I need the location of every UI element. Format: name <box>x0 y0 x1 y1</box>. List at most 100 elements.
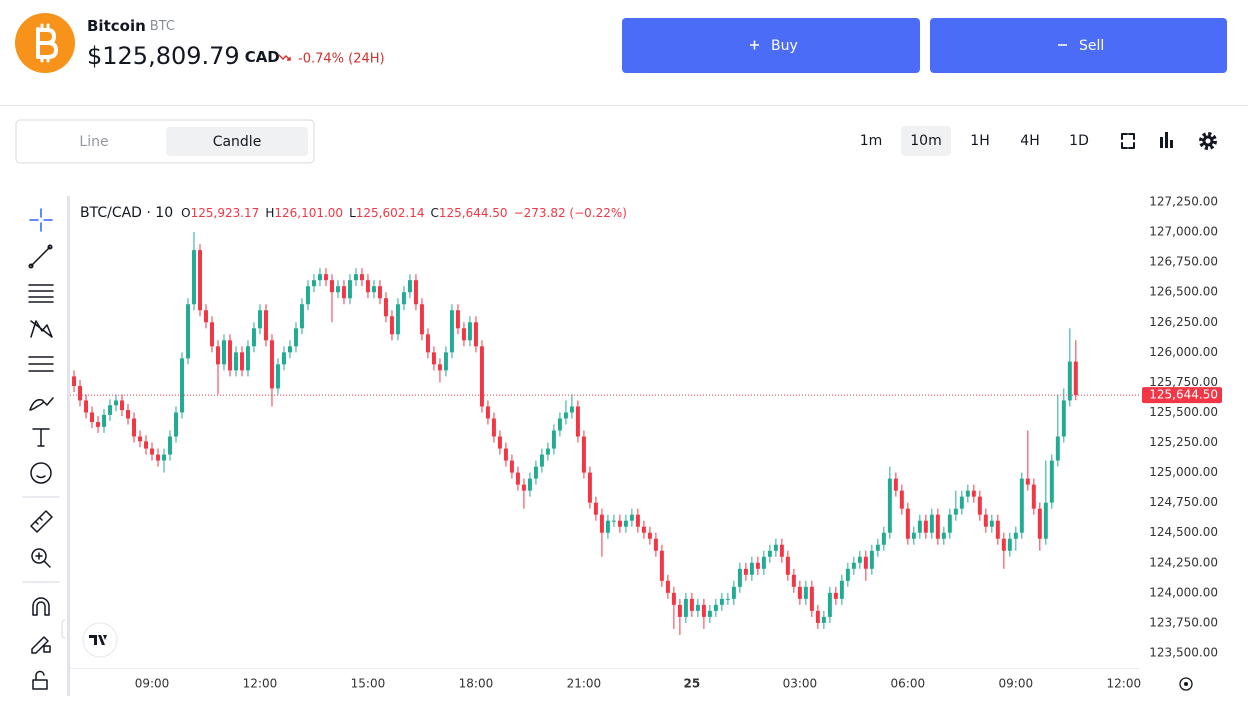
candle-body <box>725 598 730 600</box>
candle-body <box>551 430 556 449</box>
candle-body <box>317 274 322 281</box>
zoom-tool[interactable] <box>31 548 47 564</box>
ohlc-key: O <box>181 206 190 220</box>
axis-settings-icon[interactable] <box>1179 677 1193 691</box>
candle-body <box>461 328 466 341</box>
y-tick-label: 123,750.00 <box>1149 615 1218 629</box>
candle-body <box>491 418 496 437</box>
candle-body <box>515 472 520 485</box>
interval-button[interactable]: 1D <box>1069 133 1089 149</box>
candle-body <box>84 400 88 413</box>
collapse-handle[interactable] <box>61 619 66 639</box>
candle-body <box>108 405 112 415</box>
candle-body <box>665 580 670 593</box>
candle-body <box>246 346 250 371</box>
brush-tool[interactable] <box>29 397 54 411</box>
candle-body <box>713 604 718 611</box>
trendline-tool[interactable] <box>30 246 51 267</box>
candle-body <box>216 346 220 365</box>
price: $125,809.79 <box>87 42 240 70</box>
coin-name: Bitcoin BTC <box>87 17 175 35</box>
interval-button[interactable]: 10m <box>910 133 941 149</box>
candle-body <box>138 436 142 442</box>
candle-body <box>299 304 304 329</box>
emoji-tool[interactable] <box>30 462 52 484</box>
ohlc-key: L <box>349 206 356 220</box>
candle-body <box>395 304 400 335</box>
candle-body <box>821 616 826 623</box>
candle-body <box>425 334 430 353</box>
candle-body <box>935 514 940 539</box>
candle-body <box>1055 436 1060 461</box>
candle-body <box>563 412 568 419</box>
emoji-tool[interactable] <box>36 475 46 479</box>
candle-body <box>114 400 118 406</box>
candle-body <box>815 610 820 623</box>
candle-body <box>1061 400 1066 437</box>
candle-body <box>126 410 130 419</box>
sell-label[interactable]: Sell <box>1079 38 1104 54</box>
coin-name: Bitcoin <box>87 17 146 35</box>
buy-label[interactable]: Buy <box>771 38 798 54</box>
candle-body <box>893 478 898 491</box>
settings-icon[interactable] <box>1199 132 1217 150</box>
fib-tool[interactable] <box>28 284 54 303</box>
x-tick-label: 15:00 <box>351 677 386 691</box>
candle-body <box>132 418 136 437</box>
y-tick-label: 126,500.00 <box>1149 285 1218 299</box>
sell-button[interactable]: Sell <box>930 18 1227 73</box>
buy-button[interactable] <box>622 18 920 73</box>
candle-body <box>1031 484 1036 509</box>
candle-body <box>947 514 952 533</box>
chart-tab[interactable]: Candle <box>213 134 262 150</box>
candle-body <box>851 562 856 569</box>
y-tick-label: 124,500.00 <box>1149 525 1218 539</box>
candle-body <box>701 604 706 617</box>
candle-body <box>228 340 232 371</box>
candle-body <box>204 310 208 323</box>
prediction-tool[interactable] <box>28 356 54 372</box>
candle-body <box>144 441 148 449</box>
candle-body <box>1001 538 1006 551</box>
interval-button[interactable]: 1m <box>860 133 883 149</box>
candle-body <box>803 586 808 599</box>
candle-body <box>647 532 652 539</box>
magnet-tool[interactable] <box>32 597 50 616</box>
zoom-tool[interactable] <box>35 552 51 568</box>
buy-button[interactable]: Buy <box>622 18 920 73</box>
x-tick-label: 12:00 <box>243 677 278 691</box>
interval-button[interactable]: 1H <box>970 133 989 149</box>
candle-body <box>96 422 100 427</box>
candle-body <box>995 520 1000 539</box>
crosshair-tool[interactable] <box>29 208 53 232</box>
candle-body <box>371 286 376 293</box>
sell-button[interactable] <box>930 18 1227 73</box>
chart-tab[interactable]: Line <box>79 134 108 150</box>
trendline-tool[interactable] <box>47 244 53 250</box>
unlock-tool[interactable] <box>32 670 48 690</box>
text-tool[interactable] <box>32 428 50 447</box>
candle-body <box>731 586 736 599</box>
candle-body <box>899 490 904 509</box>
candle-body <box>168 436 172 455</box>
interval-button[interactable]: 4H <box>1020 133 1039 149</box>
candle-body <box>1049 460 1054 503</box>
candle-body <box>869 550 874 569</box>
candle-body <box>881 532 886 545</box>
trendline-tool[interactable] <box>28 263 34 269</box>
ruler-tool[interactable] <box>30 510 53 533</box>
candle-body <box>311 280 316 287</box>
candle-body <box>977 496 982 515</box>
pattern-tool[interactable] <box>30 320 53 338</box>
candle-body <box>180 358 184 413</box>
lock-drawings-tool[interactable] <box>31 636 51 654</box>
candle-body <box>365 280 370 293</box>
fullscreen-icon[interactable] <box>1121 133 1135 149</box>
candle-body <box>353 274 358 281</box>
candle-body <box>347 280 352 299</box>
candle-body <box>150 448 154 455</box>
indicators-icon[interactable] <box>1160 132 1173 148</box>
candle-body <box>623 520 628 527</box>
